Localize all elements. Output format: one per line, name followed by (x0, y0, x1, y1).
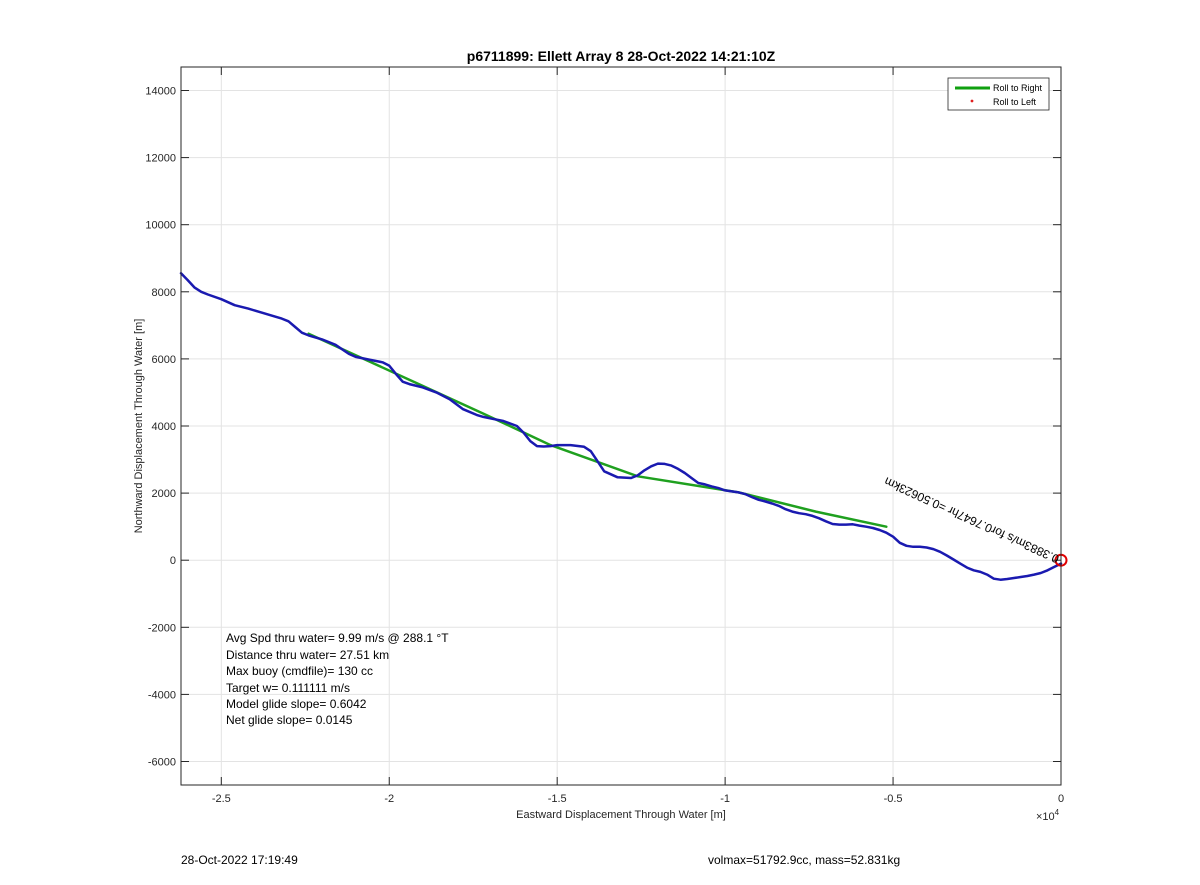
y-tick-label: 10000 (145, 220, 176, 232)
x-axis-label: Eastward Displacement Through Water [m] (516, 809, 726, 821)
stat-max-buoy: Max buoy (cmdfile)= 130 cc (226, 664, 373, 678)
y-tick-label: 2000 (152, 488, 176, 500)
stat-distance: Distance thru water= 27.51 km (226, 648, 389, 662)
displacement-track-line (179, 272, 1063, 581)
y-tick-label: -4000 (148, 689, 176, 701)
stat-target-w: Target w= 0.111111 m/s (226, 681, 350, 695)
y-tick-label: 14000 (145, 85, 176, 97)
x-tick-label: -1.5 (548, 793, 567, 805)
y-axis-label: Northward Displacement Through Water [m] (133, 319, 145, 534)
y-tick-label: 6000 (152, 354, 176, 366)
stat-net-glide-slope: Net glide slope= 0.0145 (226, 713, 353, 727)
stat-avg-speed: Avg Spd thru water= 9.99 m/s @ 288.1 °T (226, 631, 449, 645)
legend-box (947, 77, 1050, 111)
x-tick-label: -2.5 (212, 793, 231, 805)
x-tick-label: -1 (720, 793, 730, 805)
x-exponent-base: ×10 (1036, 811, 1055, 823)
y-tick-label: 4000 (152, 421, 176, 433)
chart-title: p6711899: Ellett Array 8 28-Oct-2022 14:… (467, 48, 776, 64)
legend: Roll to Right Roll to Left (947, 77, 1050, 111)
x-tick-label: 0 (1058, 793, 1064, 805)
footer-timestamp: 28-Oct-2022 17:19:49 (181, 853, 298, 867)
y-tick-label: 8000 (152, 287, 176, 299)
x-exponent-power: 4 (1055, 808, 1060, 817)
x-tick-label: -0.5 (884, 793, 903, 805)
stats-annotation: Avg Spd thru water= 9.99 m/s @ 288.1 °T … (226, 631, 449, 727)
legend-dot-roll-left (970, 99, 974, 103)
legend-label-roll-right: Roll to Right (993, 83, 1043, 93)
x-exponent-label: ×104 (1036, 808, 1060, 823)
grid (181, 67, 1062, 785)
stat-model-glide-slope: Model glide slope= 0.6042 (226, 697, 367, 711)
x-tick-label: -2 (384, 793, 394, 805)
y-tick-label: -6000 (148, 757, 176, 769)
y-tick-label: 0 (170, 555, 176, 567)
y-tick-label: 12000 (145, 153, 176, 165)
axis-ticks: -2.5 -2 -1.5 -1 -0.5 0 -6000 -4000 -2000 0 2000 400… (145, 67, 1064, 805)
legend-label-roll-left: Roll to Left (993, 97, 1037, 107)
y-tick-label: -2000 (148, 622, 176, 634)
footer-vol-mass: volmax=51792.9cc, mass=52.831kg (708, 853, 901, 867)
